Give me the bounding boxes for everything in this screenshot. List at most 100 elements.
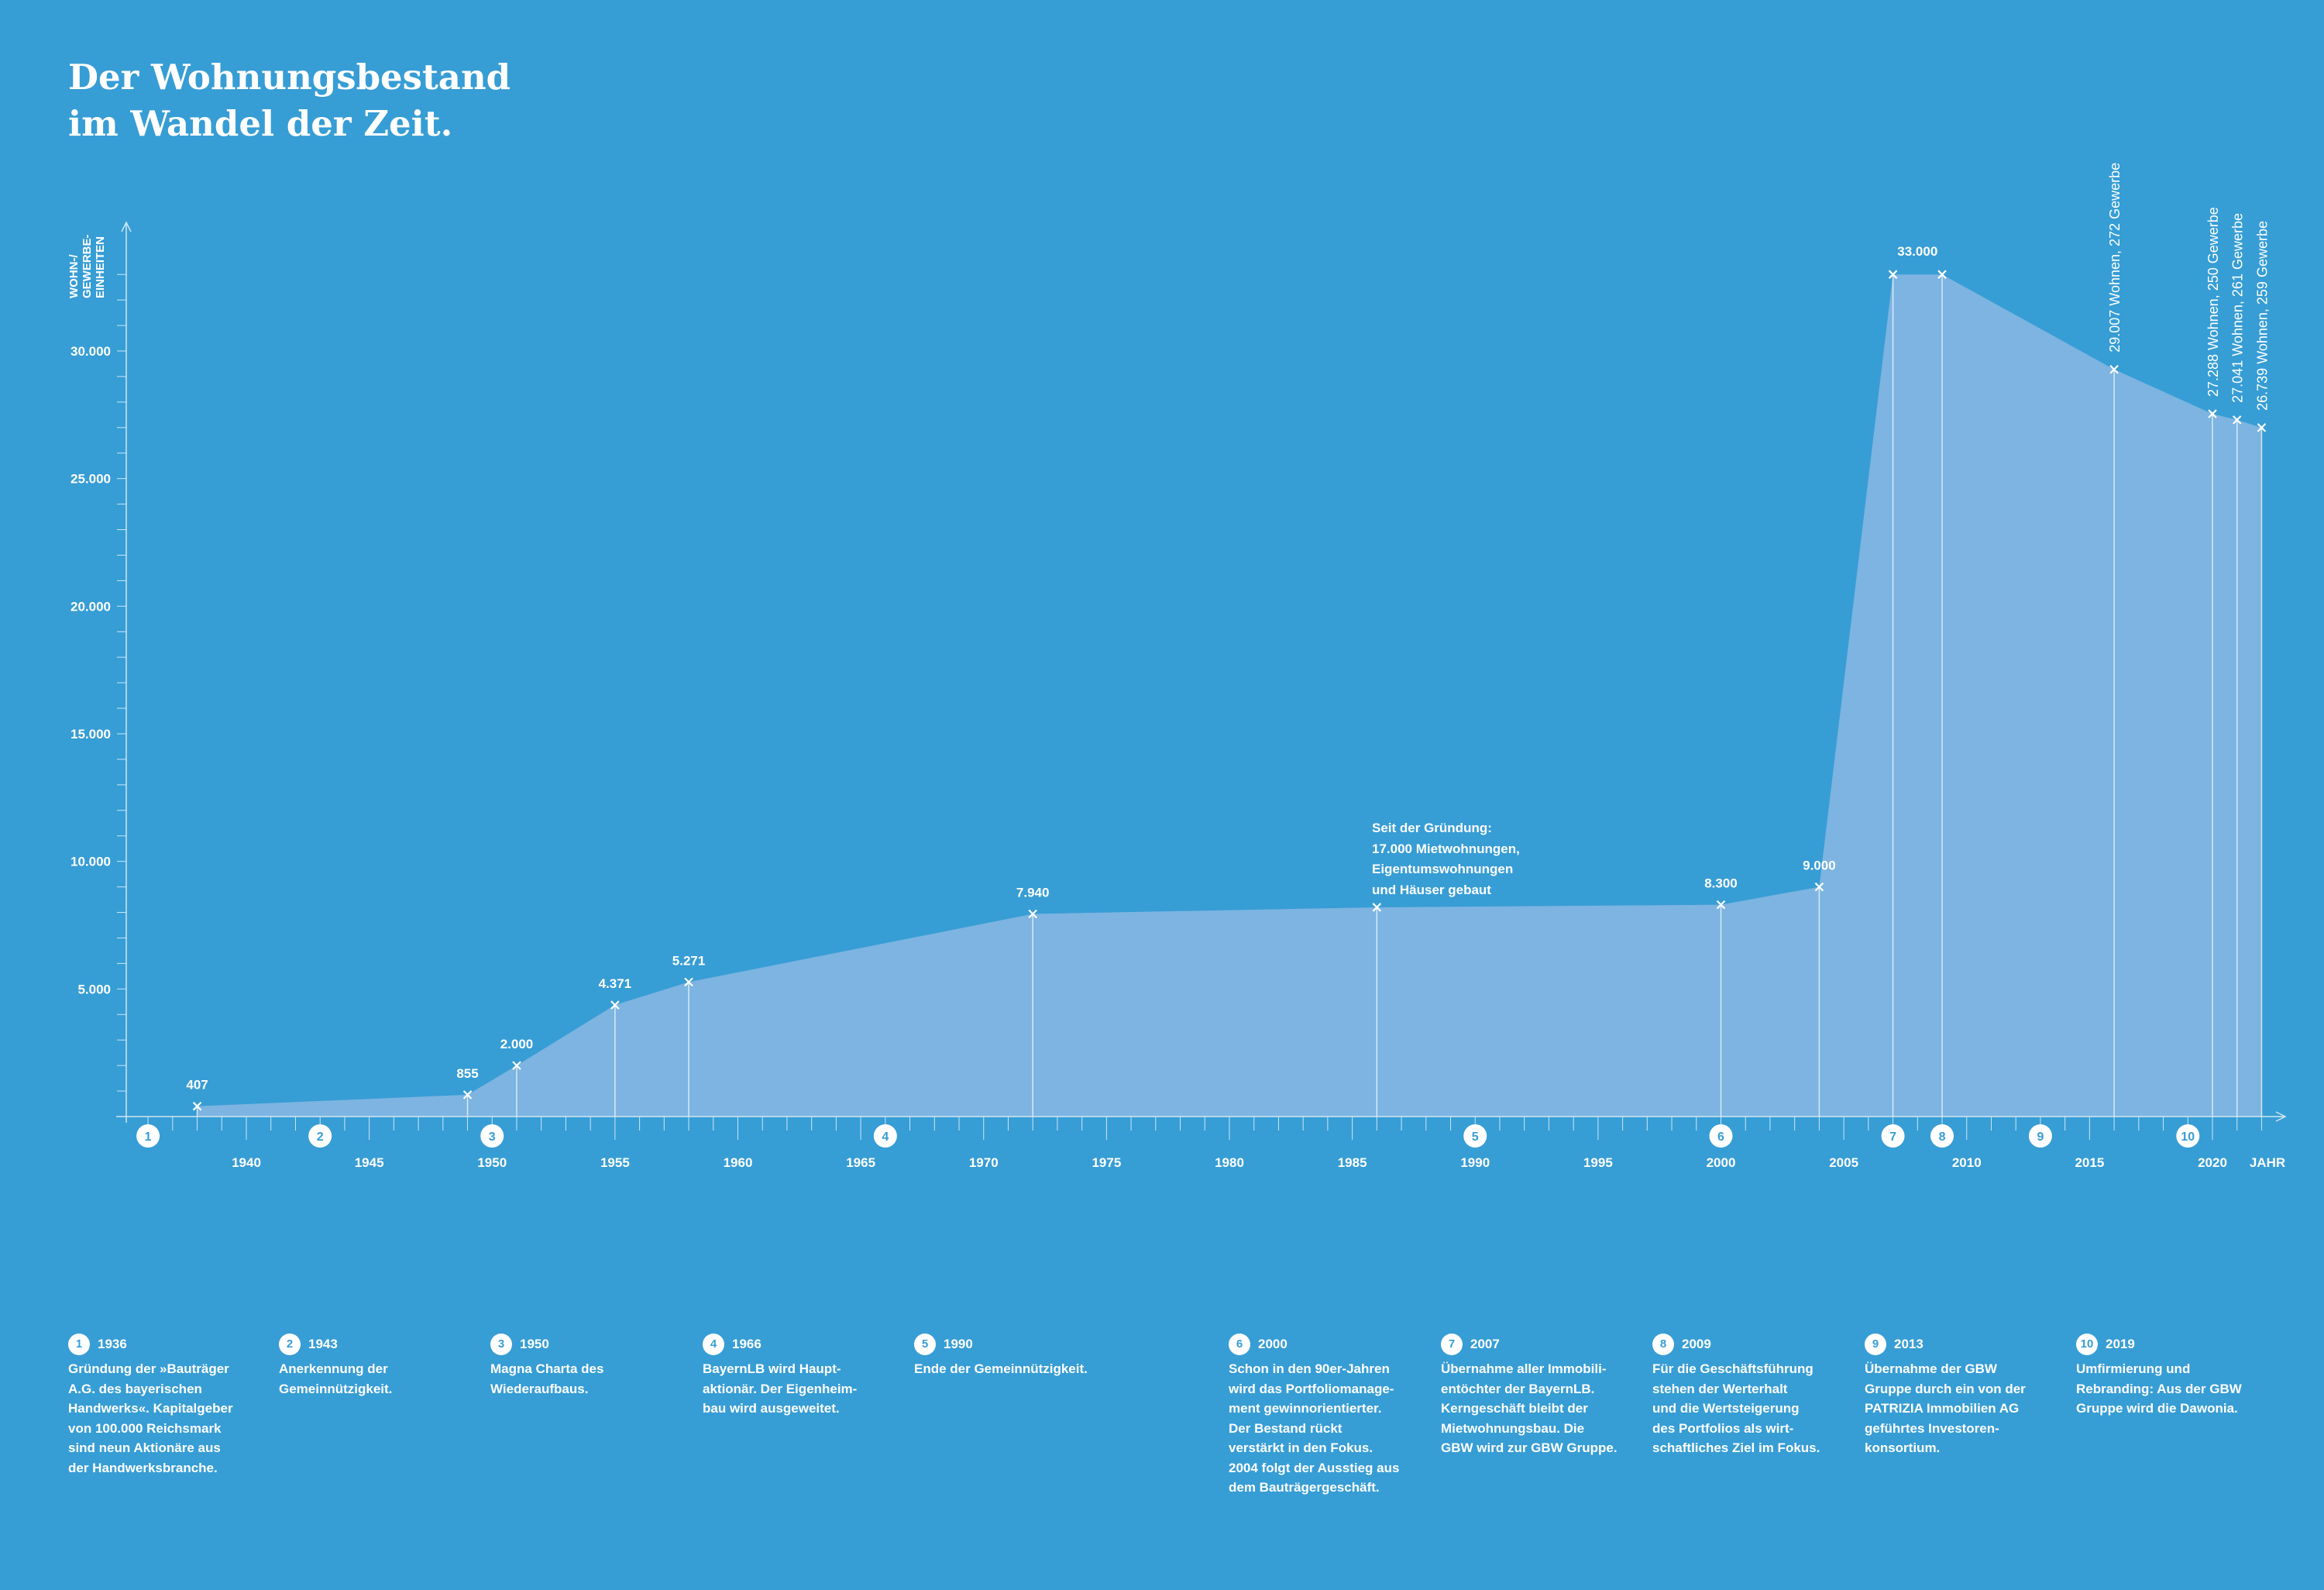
milestone-marker-number: 1 bbox=[145, 1131, 152, 1144]
milestone-year: 2000 bbox=[1258, 1337, 1287, 1352]
x-tick-label: 2005 bbox=[1829, 1155, 1858, 1170]
milestone-marker-number: 2 bbox=[317, 1131, 324, 1144]
x-tick-label: 1965 bbox=[846, 1155, 875, 1170]
milestone-number-badge: 2 bbox=[279, 1334, 301, 1355]
milestone-year: 1936 bbox=[98, 1337, 127, 1352]
data-label: 27.288 Wohnen, 250 Gewerbe bbox=[2205, 207, 2221, 397]
x-tick-label: 2015 bbox=[2075, 1155, 2104, 1170]
milestone-marker bbox=[1930, 1124, 1954, 1148]
milestone-marker-number: 6 bbox=[1717, 1131, 1724, 1144]
milestone-text: Ende der Gemeinnützigkeit. bbox=[914, 1361, 1088, 1376]
y-axis-label-line: EINHEITEN bbox=[94, 236, 107, 298]
data-point-marker bbox=[2257, 423, 2267, 432]
milestone-note: 7 2007 Übernahme aller Immobili- entöchter… bbox=[1441, 1333, 1635, 1458]
milestone-year: 2019 bbox=[2106, 1337, 2135, 1352]
milestone-marker-number: 5 bbox=[1472, 1131, 1479, 1144]
milestone-note: 2 1943 Anerkennung der Gemeinnützigkeit. bbox=[279, 1333, 473, 1399]
milestone-text: BayernLB wird Haupt- aktionär. Der Eigen… bbox=[703, 1361, 858, 1416]
x-tick-label: 1995 bbox=[1583, 1155, 1613, 1170]
page-title: Der Wohnungsbestand im Wandel der Zeit. bbox=[68, 57, 511, 144]
x-tick-label: 1985 bbox=[1338, 1155, 1367, 1170]
x-tick-label: 1960 bbox=[724, 1155, 753, 1170]
data-label: 5.271 bbox=[672, 953, 706, 968]
milestone-text: Übernahme der GBW Gruppe durch ein von d… bbox=[1865, 1361, 2026, 1455]
milestone-note: 1 1936 Gründung der »Bauträger A.G. des ba… bbox=[68, 1333, 262, 1478]
y-tick-label: 10.000 bbox=[70, 855, 111, 869]
milestone-text: Schon in den 90er-Jahren wird das Portfo… bbox=[1229, 1361, 1400, 1495]
milestone-note: 9 2013 Übernahme der GBW Gruppe durch ein … bbox=[1865, 1333, 2058, 1458]
milestone-marker-number: 7 bbox=[1889, 1131, 1896, 1144]
data-label: 8.300 bbox=[1704, 876, 1738, 891]
data-point-marker bbox=[2208, 409, 2217, 418]
x-axis-label: JAHR bbox=[2250, 1155, 2285, 1170]
milestone-note: 3 1950 Magna Charta des Wiederaufbaus. bbox=[490, 1333, 684, 1399]
data-point-marker bbox=[2109, 364, 2119, 374]
data-label: 7.940 bbox=[1016, 886, 1050, 900]
x-tick-label: 2010 bbox=[1952, 1155, 1982, 1170]
data-point-marker bbox=[610, 1000, 620, 1010]
milestone-number-badge: 6 bbox=[1229, 1334, 1250, 1355]
y-axis-label-line: WOHN-/ bbox=[67, 254, 81, 298]
data-point-marker bbox=[192, 1101, 202, 1111]
data-label: 27.041 Wohnen, 261 Gewerbe bbox=[2230, 213, 2246, 403]
milestone-year: 2009 bbox=[1682, 1337, 1711, 1352]
x-tick-label: 1955 bbox=[600, 1155, 630, 1170]
milestone-year: 1943 bbox=[308, 1337, 338, 1352]
data-point-marker bbox=[2232, 415, 2242, 425]
data-label: 407 bbox=[186, 1078, 208, 1093]
milestone-marker-number: 8 bbox=[1939, 1131, 1946, 1144]
milestone-marker bbox=[480, 1124, 504, 1148]
milestone-year: 2007 bbox=[1470, 1337, 1500, 1352]
x-tick-label: 2020 bbox=[2198, 1155, 2227, 1170]
x-tick-label: 2000 bbox=[1707, 1155, 1736, 1170]
x-tick-label: 1945 bbox=[355, 1155, 384, 1170]
milestone-marker-number: 10 bbox=[2181, 1131, 2195, 1144]
data-point-marker bbox=[1372, 903, 1382, 912]
y-tick-label: 30.000 bbox=[70, 344, 111, 359]
data-point-marker bbox=[512, 1061, 521, 1070]
milestone-number-badge: 1 bbox=[68, 1334, 90, 1355]
milestone-number-badge: 4 bbox=[703, 1334, 724, 1355]
data-point-marker bbox=[1716, 900, 1726, 910]
area-series bbox=[197, 274, 2262, 1117]
milestone-text: Für die Geschäftsführung stehen der Wert… bbox=[1652, 1361, 1820, 1455]
data-point-marker bbox=[1028, 909, 1037, 919]
data-point-marker bbox=[684, 977, 693, 987]
data-label: 4.371 bbox=[599, 976, 632, 991]
milestone-number-badge: 9 bbox=[1865, 1334, 1886, 1355]
milestone-number-badge: 10 bbox=[2076, 1334, 2098, 1355]
y-tick-label: 5.000 bbox=[77, 982, 111, 996]
data-point-marker bbox=[462, 1090, 473, 1100]
milestone-year: 1950 bbox=[520, 1337, 549, 1352]
milestone-marker-number: 4 bbox=[882, 1131, 889, 1144]
y-tick-label: 15.000 bbox=[70, 727, 111, 742]
milestone-note: 6 2000 Schon in den 90er-Jahren wird das P… bbox=[1229, 1333, 1422, 1498]
data-point-marker bbox=[1814, 882, 1824, 892]
data-label: 29.007 Wohnen, 272 Gewerbe bbox=[2107, 163, 2123, 353]
milestone-note: 4 1966 BayernLB wird Haupt- aktionär. Der … bbox=[703, 1333, 896, 1419]
x-tick-label: 1940 bbox=[232, 1155, 261, 1170]
milestone-number-badge: 3 bbox=[490, 1334, 512, 1355]
milestone-year: 1990 bbox=[944, 1337, 973, 1352]
milestone-marker bbox=[2028, 1124, 2052, 1148]
x-tick-label: 1990 bbox=[1460, 1155, 1490, 1170]
y-tick-label: 20.000 bbox=[70, 599, 111, 614]
y-axis-label: WOHN-/GEWERBE-EINHEITEN bbox=[67, 234, 107, 298]
stock-chart: 5.000 10.000 15.000 20.000 25.000 30.000 WOHN-… bbox=[67, 163, 2287, 1170]
milestone-number-badge: 8 bbox=[1652, 1334, 1674, 1355]
milestone-marker bbox=[873, 1124, 897, 1148]
milestone-marker-number: 9 bbox=[2037, 1131, 2044, 1144]
x-tick-label: 1970 bbox=[969, 1155, 999, 1170]
milestone-year: 1966 bbox=[732, 1337, 761, 1352]
x-axis-arrow-icon bbox=[2275, 1111, 2287, 1122]
data-label: 855 bbox=[456, 1066, 478, 1081]
milestone-number-badge: 7 bbox=[1441, 1334, 1463, 1355]
milestone-note: 5 1990 Ende der Gemeinnützigkeit. bbox=[914, 1333, 1108, 1379]
milestone-text: Anerkennung der Gemeinnützigkeit. bbox=[279, 1361, 393, 1396]
milestone-text: Übernahme aller Immobili- entöchter der … bbox=[1441, 1361, 1618, 1455]
data-point-marker bbox=[1937, 270, 1947, 279]
data-point-marker bbox=[1888, 270, 1898, 279]
milestone-marker bbox=[308, 1124, 332, 1148]
data-label: 33.000 bbox=[1897, 244, 1937, 259]
x-tick-label: 1980 bbox=[1215, 1155, 1244, 1170]
